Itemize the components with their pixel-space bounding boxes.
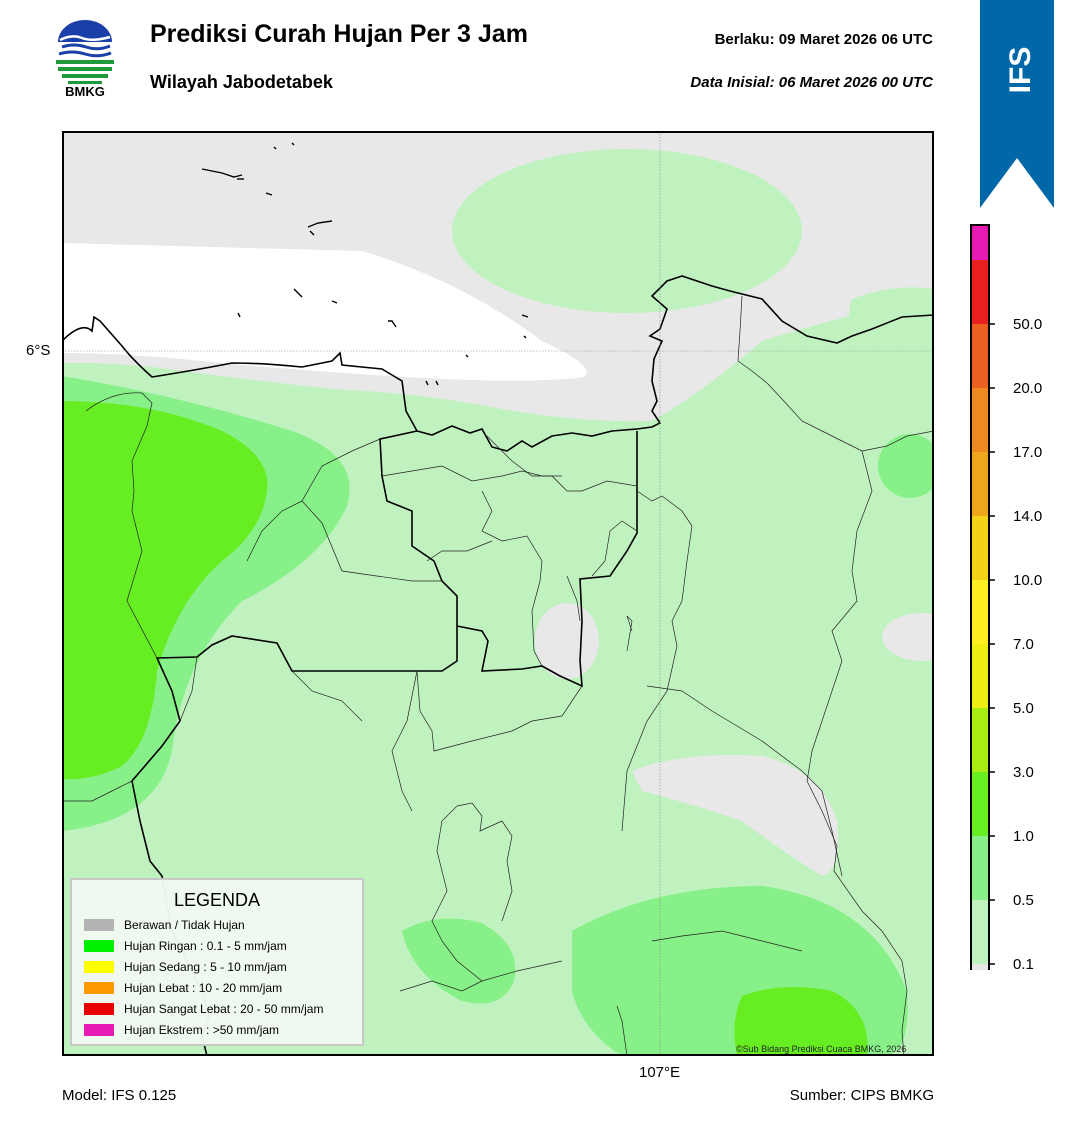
- region-subtitle: Wilayah Jabodetabek: [150, 72, 333, 92]
- legend-label: Hujan Lebat : 10 - 20 mm/jam: [124, 981, 283, 995]
- copyright-note: ©Sub Bidang Prediksi Cuaca BMKG, 2026: [736, 1044, 907, 1054]
- legend-item: Hujan Ringan : 0.1 - 5 mm/jam: [84, 937, 287, 955]
- colorbar-segment: [971, 260, 989, 324]
- colorbar-tick-label: 1.0: [1013, 828, 1034, 845]
- colorbar-segment: [971, 708, 989, 772]
- map-frame: [62, 131, 934, 1056]
- legend-swatch: [84, 982, 114, 994]
- map-legend: LEGENDA Berawan / Tidak Hujan Hujan Ring…: [70, 878, 364, 1046]
- logo-text: BMKG: [65, 84, 105, 99]
- colorbar-tick-label: 17.0: [1013, 444, 1042, 461]
- colorbar-tick-label: 10.0: [1013, 572, 1042, 589]
- legend-swatch: [84, 961, 114, 973]
- colorbar-tick-label: 0.5: [1013, 892, 1034, 909]
- rainfall-map: [62, 131, 934, 1056]
- bmkg-logo: [56, 20, 114, 84]
- rain-area-west-strong: [62, 401, 268, 780]
- colorbar-segment: [971, 580, 989, 644]
- ifs-badge: IFS: [980, 0, 1054, 208]
- legend-label: Hujan Sangat Lebat : 20 - 50 mm/jam: [124, 1002, 324, 1016]
- legend-item: Hujan Ekstrem : >50 mm/jam: [84, 1021, 279, 1039]
- legend-item: Hujan Lebat : 10 - 20 mm/jam: [84, 979, 282, 997]
- colorbar-segment: [971, 324, 989, 388]
- legend-swatch: [84, 1024, 114, 1036]
- latitude-label: 6°S: [26, 342, 51, 359]
- legend-item: Hujan Sangat Lebat : 20 - 50 mm/jam: [84, 1000, 323, 1018]
- init-time: Data Inisial: 06 Maret 2026 00 UTC: [690, 74, 933, 91]
- colorbar-tick-label: 3.0: [1013, 764, 1034, 781]
- legend-swatch: [84, 919, 114, 931]
- clear-area: [62, 243, 587, 381]
- colorbar-segment: [971, 644, 989, 708]
- colorbar-tick-label: 7.0: [1013, 636, 1034, 653]
- colorbar-segment: [971, 836, 989, 900]
- legend-swatch: [84, 940, 114, 952]
- colorbar-segment: [971, 964, 989, 970]
- coastline: [62, 275, 934, 452]
- legend-label: Hujan Sedang : 5 - 10 mm/jam: [124, 960, 287, 974]
- ifs-badge-text: IFS: [1004, 47, 1037, 94]
- colorbar: 0.00.10.51.03.05.07.010.014.017.020.050.…: [970, 224, 1042, 970]
- colorbar-segment: [971, 772, 989, 836]
- no-rain-area-inner: [535, 603, 599, 679]
- colorbar-segment: [971, 516, 989, 580]
- colorbar-tick-label: 5.0: [1013, 700, 1034, 717]
- legend-label: Hujan Ringan : 0.1 - 5 mm/jam: [124, 939, 287, 953]
- thousand-islands: [201, 142, 529, 386]
- bmkg-logo-emblem: [56, 20, 114, 84]
- colorbar-tick-label: 50.0: [1013, 316, 1042, 333]
- colorbar-frame: [970, 224, 990, 970]
- colorbar-segment: [971, 900, 989, 964]
- rain-area-north: [452, 149, 802, 313]
- colorbar-tick-label: 20.0: [1013, 380, 1042, 397]
- colorbar-tick-label: 0.1: [1013, 956, 1034, 970]
- regency-boundaries: [62, 295, 934, 1056]
- source-label: Sumber: CIPS BMKG: [789, 1087, 934, 1104]
- model-label: Model: IFS 0.125: [62, 1087, 177, 1104]
- legend-swatch: [84, 1003, 114, 1015]
- legend-label: Hujan Ekstrem : >50 mm/jam: [124, 1023, 280, 1037]
- legend-label: Berawan / Tidak Hujan: [124, 918, 245, 932]
- longitude-label: 107°E: [639, 1064, 681, 1081]
- province-boundary: [379, 430, 638, 688]
- legend-item: Berawan / Tidak Hujan: [84, 916, 245, 934]
- page-title: Prediksi Curah Hujan Per 3 Jam: [150, 20, 528, 48]
- legend-item: Hujan Sedang : 5 - 10 mm/jam: [84, 958, 287, 976]
- colorbar-tick-label: 14.0: [1013, 508, 1042, 525]
- legend-title: LEGENDA: [173, 890, 261, 910]
- valid-time: Berlaku: 09 Maret 2026 06 UTC: [714, 31, 933, 48]
- colorbar-segment: [971, 225, 989, 260]
- colorbar-segment: [971, 452, 989, 516]
- colorbar-segment: [971, 388, 989, 452]
